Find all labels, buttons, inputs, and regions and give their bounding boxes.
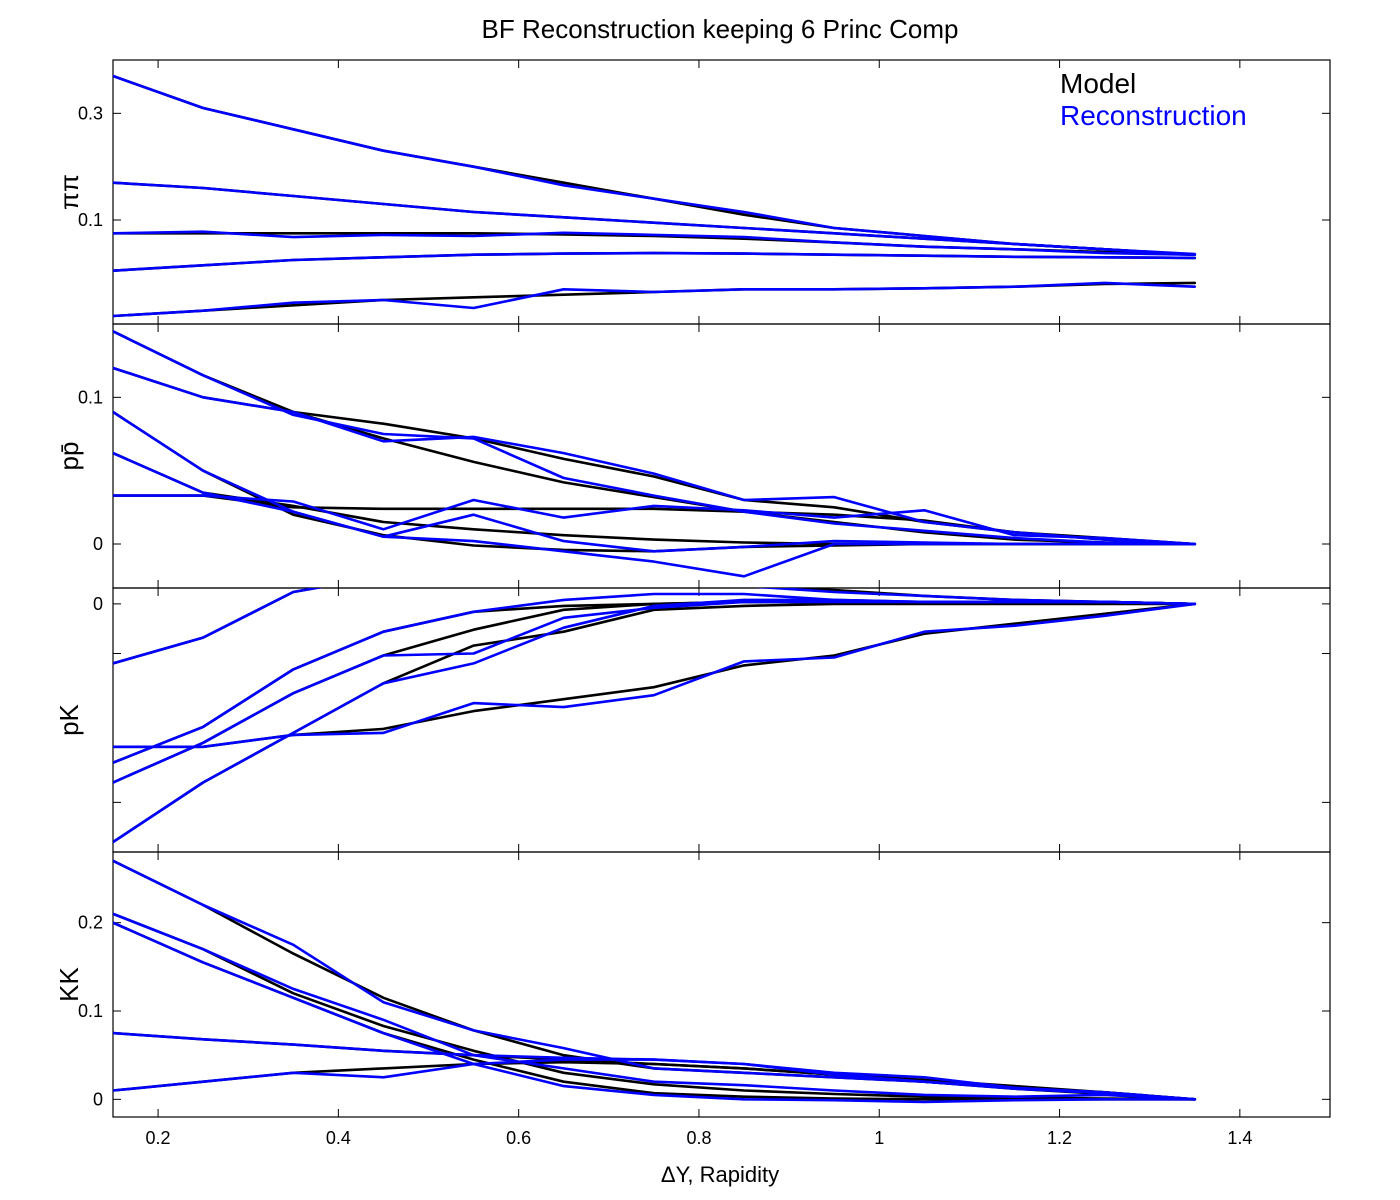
y-tick-label: 0.1	[78, 387, 103, 407]
y-tick-label: 0.2	[78, 913, 103, 933]
x-tick-label: 0.8	[686, 1128, 711, 1148]
legend: Model Reconstruction	[1060, 68, 1247, 131]
panel-frame	[112, 851, 1331, 1118]
series-group	[113, 74, 1197, 318]
reconstruction-line	[113, 366, 1197, 546]
panel-3: 0.2 0.1 0 KK	[54, 851, 1331, 1118]
chart-title: BF Reconstruction keeping 6 Princ Comp	[482, 14, 959, 44]
panel-2: 0 pK	[54, 587, 1331, 853]
x-tick-label: 1	[874, 1128, 884, 1148]
x-tick-label: 0.2	[146, 1128, 171, 1148]
model-line	[113, 602, 1197, 844]
model-line	[113, 410, 1197, 553]
reconstruction-line	[113, 600, 1197, 784]
reconstruction-line	[113, 410, 1197, 578]
panel-0: 0.3 0.1ππ	[54, 59, 1331, 325]
y-tick-label: 0.1	[78, 1001, 103, 1021]
reconstruction-line	[113, 598, 1197, 844]
legend-model-label: Model	[1060, 68, 1136, 99]
reconstruction-line	[113, 494, 1197, 546]
panel-ylabel: pK	[54, 703, 84, 735]
reconstruction-line	[113, 251, 1197, 273]
model-line	[113, 912, 1197, 1101]
y-tick-label: 0	[93, 594, 103, 614]
x-tick-label: 1.2	[1047, 1128, 1072, 1148]
model-line	[113, 600, 1197, 784]
y-tick-label: 0	[93, 1089, 103, 1109]
model-line	[113, 602, 1197, 749]
panel-1: 0.1 0 pp̄	[54, 323, 1331, 589]
x-tick-label: 1.4	[1227, 1128, 1252, 1148]
reconstruction-line	[113, 588, 1197, 665]
series-group	[113, 588, 1197, 844]
reconstruction-line	[113, 281, 1197, 318]
panel-frame	[112, 587, 1331, 853]
y-tick-label: 0.1	[78, 210, 103, 230]
panel-ylabel: ππ	[54, 174, 84, 210]
panel-ylabel: KK	[54, 967, 84, 1002]
model-line	[113, 451, 1197, 546]
reconstruction-line	[113, 921, 1197, 1104]
reconstruction-line	[113, 181, 1197, 256]
x-tick-label: 0.4	[326, 1128, 351, 1148]
model-line	[113, 281, 1197, 318]
y-tick-label: 0	[93, 534, 103, 554]
model-line	[113, 366, 1197, 546]
reconstruction-line	[113, 230, 1197, 256]
x-axis-label: ΔY, Rapidity	[661, 1162, 779, 1187]
reconstruction-line	[113, 329, 1197, 546]
reconstruction-line	[113, 602, 1197, 749]
reconstruction-line	[113, 1058, 1197, 1101]
reconstruction-line	[113, 912, 1197, 1101]
x-tick-label: 0.6	[506, 1128, 531, 1148]
model-line	[113, 329, 1197, 546]
model-line	[113, 921, 1197, 1101]
y-tick-label: 0.3	[78, 103, 103, 123]
legend-reconstruction-label: Reconstruction	[1060, 100, 1247, 131]
series-group	[113, 859, 1197, 1104]
panel-ylabel: pp̄	[54, 442, 84, 471]
series-group	[113, 329, 1197, 578]
x-axis: 0.2 0.4 0.6 0.8 1 1.2 1.4	[146, 1128, 1253, 1148]
reconstruction-line	[113, 74, 1197, 256]
model-line	[113, 74, 1197, 256]
